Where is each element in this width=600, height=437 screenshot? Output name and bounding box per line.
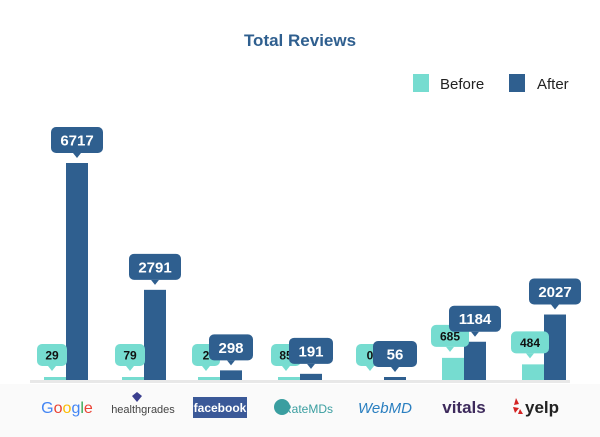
- data-label-before-facebook: 2: [203, 349, 210, 363]
- data-label-before-healthgrades-pointer: [126, 366, 134, 371]
- baseline: [30, 380, 570, 383]
- bar-after-healthgrades: [144, 289, 166, 380]
- ratemds-pulse-icon: [274, 399, 290, 415]
- data-label-before-facebook-pointer: [202, 366, 210, 371]
- legend-swatch-before: [413, 74, 429, 92]
- bar-before-google: [44, 377, 66, 380]
- data-label-before-ratemds-pointer: [282, 366, 290, 371]
- data-label-after-webmd-bubble: [373, 341, 417, 367]
- data-label-after-vitals: 1184: [459, 311, 492, 328]
- legend: Before After: [413, 74, 569, 93]
- x-tick-label-vitals: vitals: [442, 398, 485, 417]
- data-label-after-ratemds-bubble: [289, 337, 333, 364]
- data-label-before-yelp-bubble: [511, 331, 549, 354]
- data-label-before-yelp: 484: [520, 336, 540, 350]
- bar-after-webmd: [384, 377, 406, 380]
- x-tick-label-google: Google: [41, 400, 93, 417]
- data-label-after-webmd: 56: [387, 347, 404, 364]
- bar-before-yelp: [522, 364, 544, 380]
- yelp-burst-icon: [513, 398, 523, 414]
- bar-before-ratemds: [278, 377, 300, 380]
- bar-group-google: 29 6717: [37, 127, 103, 380]
- data-label-after-healthgrades: 2791: [138, 259, 171, 276]
- bar-after-yelp: [544, 314, 566, 380]
- data-label-after-google-pointer: [73, 153, 81, 158]
- data-label-after-yelp: 2027: [538, 284, 571, 301]
- data-label-before-webmd-pointer: [366, 366, 374, 371]
- bar-after-ratemds: [300, 373, 322, 380]
- x-tick-label-healthgrades: healthgrades: [111, 404, 175, 416]
- data-label-after-healthgrades-bubble: [129, 253, 181, 280]
- data-label-after-healthgrades-pointer: [151, 279, 159, 285]
- data-label-before-vitals-pointer: [446, 346, 454, 352]
- data-label-before-yelp-pointer: [526, 353, 534, 359]
- healthgrades-heart-icon: [132, 392, 142, 402]
- data-label-before-healthgrades-bubble: [115, 344, 145, 366]
- x-tick-label-ratemds: RateMDs: [283, 402, 333, 416]
- logo-strip: [0, 384, 600, 437]
- bar-after-google: [66, 163, 88, 380]
- data-label-after-yelp-pointer: [551, 304, 559, 310]
- bar-before-facebook: [198, 377, 220, 380]
- chart-title: Total Reviews: [244, 31, 356, 50]
- bar-group-ratemds: 85 191: [271, 337, 333, 380]
- legend-label-after: After: [537, 76, 569, 93]
- x-tick-label-yelp: yelp: [525, 398, 559, 417]
- bar-after-facebook: [220, 370, 242, 380]
- bar-before-vitals: [442, 357, 464, 380]
- legend-swatch-after: [509, 74, 525, 92]
- x-tick-label-webmd: WebMD: [358, 400, 412, 417]
- bar-before-healthgrades: [122, 377, 144, 380]
- bar-group-webmd: 0 56: [356, 341, 417, 380]
- data-label-after-yelp-bubble: [529, 278, 581, 305]
- data-label-after-webmd-pointer: [391, 367, 399, 372]
- data-label-after-google: 6717: [60, 133, 93, 150]
- data-label-before-google-pointer: [48, 366, 56, 371]
- data-label-after-ratemds: 191: [298, 343, 323, 360]
- data-label-after-facebook-bubble: [209, 334, 253, 361]
- data-label-after-facebook: 298: [218, 340, 243, 357]
- data-label-before-vitals: 685: [440, 329, 460, 343]
- data-label-before-google: 29: [45, 349, 59, 363]
- facebook-logo-box: [193, 397, 247, 418]
- data-label-after-ratemds-pointer: [307, 363, 315, 369]
- data-label-after-vitals-pointer: [471, 331, 479, 337]
- legend-label-before: Before: [440, 76, 484, 93]
- data-label-before-healthgrades: 79: [123, 349, 137, 363]
- data-label-before-webmd: 0: [367, 349, 374, 363]
- bar-group-yelp: 484 2027: [511, 278, 581, 380]
- data-label-before-google-bubble: [37, 344, 67, 366]
- data-label-after-google-bubble: [51, 127, 103, 153]
- data-label-after-facebook-pointer: [227, 360, 235, 366]
- bar-group-healthgrades: 79 2791: [115, 253, 181, 380]
- bar-after-vitals: [464, 341, 486, 380]
- bar-group-facebook: 2 298: [192, 334, 253, 380]
- data-label-after-vitals-bubble: [449, 305, 501, 332]
- x-tick-label-facebook: facebook: [194, 401, 247, 415]
